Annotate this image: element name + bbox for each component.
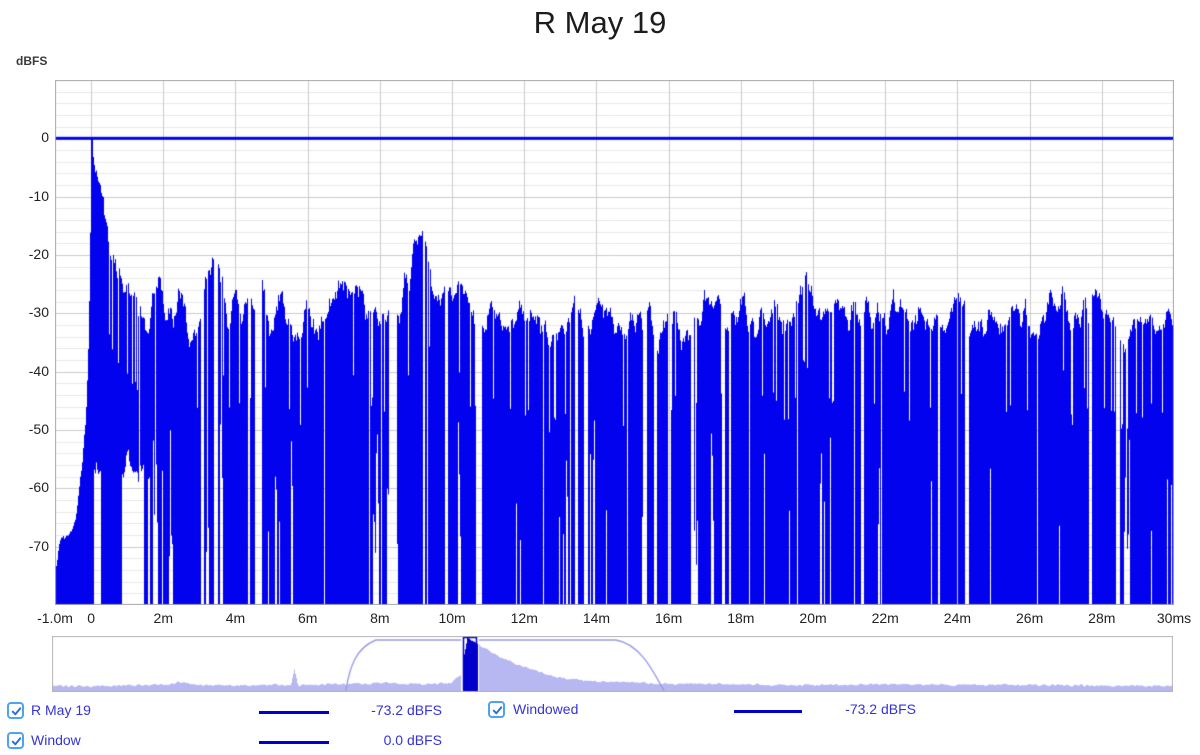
x-tick-label: 28m bbox=[1088, 610, 1116, 626]
y-tick-label: -30 bbox=[28, 304, 49, 321]
checkmark-icon bbox=[492, 706, 503, 715]
impulse-response-plot[interactable] bbox=[55, 80, 1174, 605]
x-tick-label: 14m bbox=[582, 610, 611, 626]
legend-checkbox-window[interactable] bbox=[7, 732, 24, 749]
legend-label-r-may-19[interactable]: R May 19 bbox=[31, 702, 91, 718]
y-tick-label: -60 bbox=[28, 479, 49, 496]
x-tick-label: 30ms bbox=[1156, 610, 1192, 626]
x-tick-label: 22m bbox=[871, 610, 899, 626]
overview-strip-canvas[interactable] bbox=[52, 636, 1173, 692]
y-tick-label: -20 bbox=[28, 246, 49, 262]
x-tick-label: 2m bbox=[153, 610, 174, 626]
legend-checkbox-windowed[interactable] bbox=[488, 701, 505, 718]
x-tick-label: 12m bbox=[510, 610, 538, 626]
x-tick-label: 4m bbox=[225, 610, 246, 626]
legend-value-r-may-19: -73.2 dBFS bbox=[371, 702, 442, 718]
legend-line-sample-r-may-19 bbox=[259, 711, 329, 714]
legend-label-window[interactable]: Window bbox=[31, 732, 81, 748]
x-tick-label: -1.0m bbox=[37, 610, 73, 626]
x-tick-label: 16m bbox=[655, 610, 683, 626]
x-tick-label: 26m bbox=[1015, 610, 1044, 626]
legend-line-sample-window bbox=[259, 741, 329, 744]
legend-label-windowed[interactable]: Windowed bbox=[513, 701, 579, 717]
y-tick-label: -50 bbox=[28, 421, 49, 437]
impulse-plot-canvas[interactable] bbox=[55, 80, 1174, 605]
x-tick-label: 8m bbox=[370, 610, 390, 626]
legend-value-window: 0.0 dBFS bbox=[383, 732, 442, 748]
x-tick-label: 0 bbox=[87, 610, 95, 626]
x-tick-label: 24m bbox=[943, 610, 972, 626]
y-axis-tick-labels: 0 -10 -20 -30 -40 -50 -60 -70 bbox=[0, 0, 49, 755]
y-axis-unit-label: dBFS bbox=[16, 54, 48, 68]
x-tick-label: 18m bbox=[727, 610, 755, 626]
checkmark-icon bbox=[11, 707, 22, 716]
legend-line-sample-windowed bbox=[734, 710, 802, 713]
y-tick-label: -40 bbox=[28, 362, 49, 379]
x-tick-label: 6m bbox=[297, 610, 318, 626]
checkmark-icon bbox=[11, 737, 22, 746]
y-tick-label: -70 bbox=[28, 537, 49, 554]
x-axis-tick-labels: -1.0m 0 2m 4m 6m 8m 10m 12m 14m 16m 18m 20m 22m 24m 26… bbox=[37, 610, 1191, 630]
x-tick-label: 10m bbox=[438, 610, 466, 626]
chart-title: R May 19 bbox=[533, 5, 667, 40]
legend-checkbox-r-may-19[interactable] bbox=[7, 702, 24, 719]
overview-navigator[interactable] bbox=[52, 636, 1173, 692]
y-tick-label: 0 bbox=[41, 129, 49, 146]
legend-value-windowed: -73.2 dBFS bbox=[845, 701, 916, 717]
y-tick-label: -10 bbox=[28, 187, 49, 204]
x-tick-label: 20m bbox=[799, 610, 827, 626]
